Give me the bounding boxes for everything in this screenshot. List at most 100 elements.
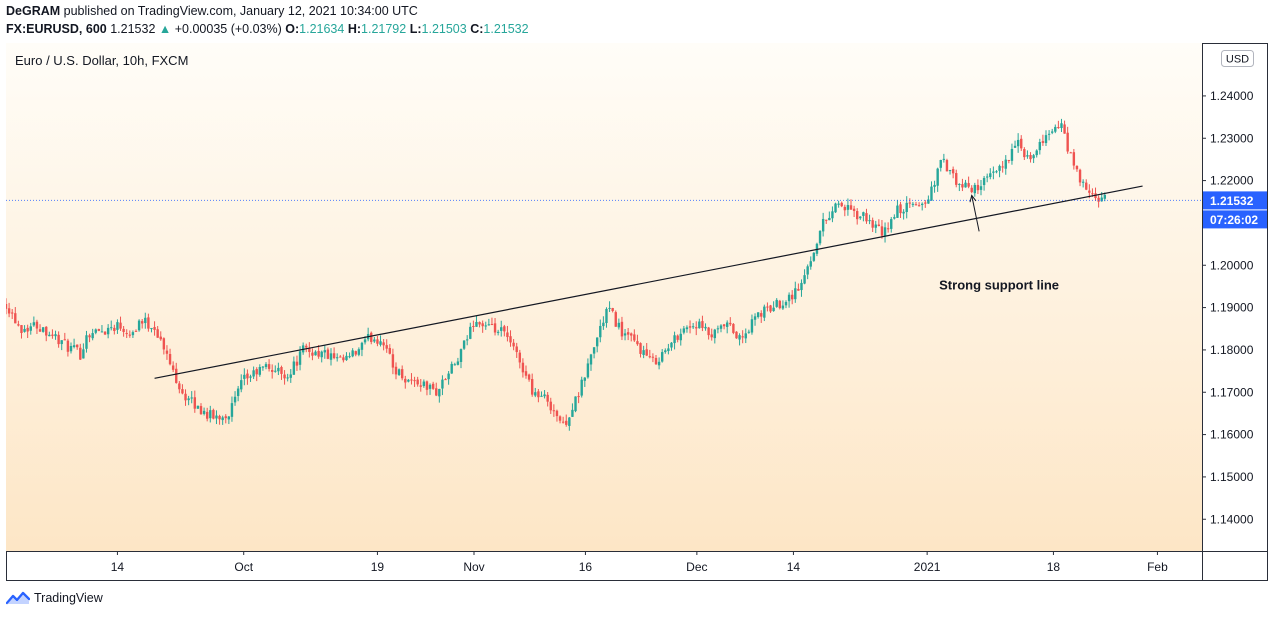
candle-body [137,320,141,331]
y-tick-label: 1.19000 [1210,301,1254,315]
candle-body [648,356,652,358]
candle-body [970,187,973,193]
candle-body [732,323,735,333]
countdown-badge [1203,210,1267,229]
candle-body [998,165,1001,171]
candle-body [1054,126,1057,132]
candle-body [803,275,806,284]
candle-body [7,308,11,314]
change-value: +0.00035 (+0.03%) [174,22,282,36]
candle-body [512,342,515,347]
candle-body [410,379,413,381]
candle-body [274,370,277,372]
candle-body [218,415,221,420]
candle-body [35,321,39,329]
candle-body [407,379,410,382]
candle-body [973,184,977,194]
symbol-label: FX:EURUSD, 600 [6,22,107,36]
candle-body [69,345,73,352]
candle-body [419,385,422,387]
candle-body [871,220,874,228]
candle-body [326,349,330,359]
candle-body [400,369,404,379]
candle-body [416,379,419,385]
candle-body [778,300,782,309]
candle-body [756,312,760,318]
tradingview-brand[interactable]: TradingView [6,591,103,605]
candle-body [865,213,868,222]
candle-body [1026,155,1029,157]
candle-body [243,374,246,379]
candle-body [995,171,998,173]
y-tick-label: 1.16000 [1210,428,1254,442]
candle-body [515,346,518,353]
candle-body [540,395,543,397]
currency-badge[interactable] [1221,50,1254,67]
candle-body [6,304,8,309]
candle-body [202,410,206,414]
candle-body [391,354,395,368]
candle-body [775,299,778,307]
candle-body [125,333,128,335]
candle-body [911,203,915,205]
candle-body [821,218,825,232]
candle-body [509,336,512,343]
candle-body [1020,138,1023,149]
candle-body [794,288,797,300]
candle-body [1023,149,1026,158]
candle-body [797,288,800,291]
candle-body [676,335,679,340]
candle-body [608,307,611,309]
candle-body [586,363,590,378]
candle-body [221,417,224,421]
candle-body [537,391,540,398]
annotation-arrow[interactable] [971,195,980,232]
candle-body [308,348,311,352]
candle-body [23,328,26,332]
candle-body [292,361,296,375]
candle-body [939,159,942,168]
candle-body [781,305,785,309]
candle-body [580,379,583,396]
annotation-arrow-head [969,194,977,203]
candle-body [323,350,327,353]
candle-body [360,342,364,350]
candle-body [1038,142,1042,151]
candle-body [930,186,933,201]
candle-body [605,308,608,324]
plot-background [6,43,1202,551]
candle-body [967,183,970,187]
candle-body [305,345,308,348]
candle-body [110,327,113,329]
price-chart[interactable]: 1.14000 1.15000 1.16000 1.17000 1.18000 1.190… [6,43,1268,581]
author-name[interactable]: DeGRAM [6,4,61,18]
candle-body [673,335,676,344]
candle-body [1001,166,1004,168]
candle-body [1088,190,1091,193]
candle-body [614,312,617,327]
candle-body [422,381,426,387]
candle-body [10,312,14,314]
candle-body [902,211,905,214]
candle-body [815,243,819,254]
x-tick-label: 2021 [914,560,941,574]
candle-body [320,351,323,358]
candle-body [772,307,775,312]
candle-body [905,202,908,213]
annotation-text[interactable]: Strong support line [939,277,1059,292]
publish-info: DeGRAM published on TradingView.com, Jan… [6,4,418,18]
candle-body [413,380,416,382]
support-trendline[interactable] [154,185,1143,379]
candle-body [521,362,525,373]
candle-body [283,374,286,379]
candle-body [134,330,138,332]
candle-body [444,379,447,381]
candle-body [933,184,936,187]
candle-body [698,321,701,329]
chart-title: Euro / U.S. Dollar, 10h, FXCM [15,53,188,68]
candle-body [447,373,450,380]
candle-body [924,202,927,204]
candle-body [94,329,97,333]
candle-body [465,339,469,341]
candle-body [178,383,181,390]
